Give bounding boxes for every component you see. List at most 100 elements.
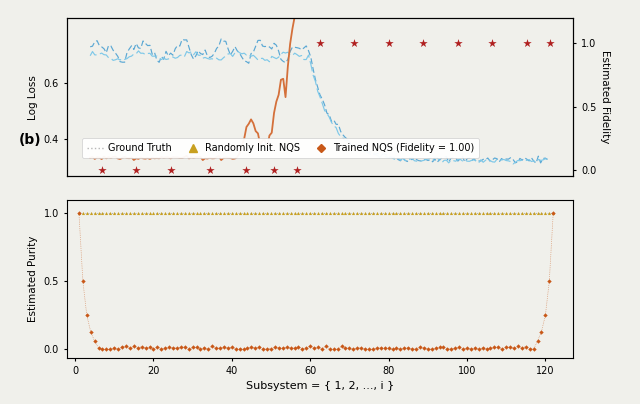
- Point: [293, 343, 303, 350]
- Point: [223, 345, 233, 351]
- Point: [97, 166, 107, 173]
- Point: [215, 345, 225, 351]
- Point: [376, 210, 386, 217]
- Point: [77, 210, 88, 217]
- Point: [540, 312, 550, 319]
- Point: [132, 345, 143, 351]
- Point: [285, 345, 296, 351]
- Point: [278, 210, 288, 217]
- Point: [490, 210, 500, 217]
- Y-axis label: Estimated Fidelity: Estimated Fidelity: [600, 50, 611, 144]
- Point: [372, 210, 382, 217]
- Point: [431, 345, 441, 351]
- Point: [522, 40, 532, 47]
- Point: [180, 344, 190, 350]
- Point: [344, 345, 355, 351]
- Point: [97, 210, 108, 217]
- Point: [470, 345, 480, 351]
- Point: [380, 345, 390, 351]
- Point: [121, 210, 131, 217]
- Point: [435, 210, 445, 217]
- Point: [82, 210, 92, 217]
- Point: [532, 338, 543, 345]
- Point: [454, 344, 464, 350]
- Point: [90, 210, 100, 217]
- Point: [230, 210, 241, 217]
- Point: [545, 40, 555, 47]
- Point: [333, 210, 343, 217]
- Point: [364, 346, 374, 353]
- Point: [207, 210, 218, 217]
- Point: [156, 345, 166, 352]
- Point: [470, 210, 480, 217]
- Point: [419, 210, 429, 217]
- Point: [415, 344, 425, 350]
- Point: [129, 210, 139, 217]
- Point: [324, 346, 335, 353]
- Point: [532, 210, 543, 217]
- Point: [315, 40, 325, 47]
- Point: [148, 210, 159, 217]
- Point: [145, 344, 155, 350]
- Point: [536, 328, 547, 335]
- Point: [93, 345, 104, 351]
- Point: [156, 210, 166, 217]
- Point: [278, 345, 288, 351]
- Point: [205, 166, 215, 173]
- Point: [140, 345, 150, 351]
- Point: [313, 210, 323, 217]
- Point: [241, 166, 252, 173]
- Point: [289, 210, 300, 217]
- Point: [477, 210, 488, 217]
- Point: [419, 344, 429, 351]
- Point: [258, 210, 268, 217]
- Point: [269, 166, 279, 173]
- Point: [176, 210, 186, 217]
- Point: [195, 345, 205, 352]
- Point: [352, 344, 362, 351]
- Point: [250, 210, 260, 217]
- Point: [516, 210, 527, 217]
- Point: [337, 210, 347, 217]
- Point: [452, 40, 463, 47]
- Point: [285, 210, 296, 217]
- Point: [446, 345, 456, 352]
- Point: [516, 345, 527, 351]
- Point: [207, 343, 218, 350]
- Point: [282, 210, 292, 217]
- Point: [262, 210, 272, 217]
- Point: [391, 210, 401, 217]
- Point: [74, 210, 84, 217]
- Point: [368, 346, 378, 352]
- Point: [160, 345, 170, 351]
- Point: [305, 343, 316, 349]
- Point: [525, 345, 535, 352]
- Point: [145, 210, 155, 217]
- Point: [399, 210, 410, 217]
- Point: [301, 345, 312, 351]
- Point: [525, 210, 535, 217]
- Point: [481, 210, 492, 217]
- Point: [131, 166, 141, 173]
- Point: [172, 345, 182, 351]
- Point: [349, 40, 360, 47]
- Point: [360, 210, 370, 217]
- Point: [481, 345, 492, 352]
- Point: [509, 345, 519, 351]
- Point: [458, 210, 468, 217]
- Point: [317, 210, 327, 217]
- Point: [513, 343, 523, 350]
- Point: [93, 210, 104, 217]
- Point: [529, 210, 539, 217]
- Point: [184, 346, 194, 353]
- Point: [340, 344, 351, 351]
- Point: [352, 210, 362, 217]
- Point: [282, 344, 292, 351]
- Point: [422, 210, 433, 217]
- Point: [188, 210, 198, 217]
- Point: [497, 210, 508, 217]
- Point: [301, 210, 312, 217]
- Point: [305, 210, 316, 217]
- Point: [184, 210, 194, 217]
- Point: [168, 345, 178, 351]
